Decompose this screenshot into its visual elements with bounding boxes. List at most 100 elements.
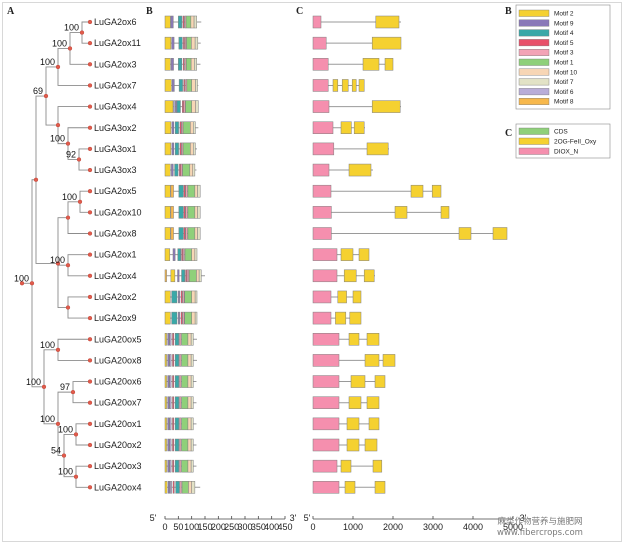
- motif-box: [179, 121, 182, 134]
- axis-b-tick-label: 50: [173, 522, 183, 532]
- domain-box: [384, 58, 394, 71]
- motif-box: [197, 184, 201, 198]
- motif-box: [178, 184, 184, 198]
- motif-box: [185, 100, 192, 113]
- gene-name-label: LuGA20ox5: [94, 334, 142, 344]
- motif-box: [182, 290, 185, 304]
- motif-box: [189, 163, 193, 177]
- tree-node-marker: [65, 215, 71, 220]
- motif-box: [179, 481, 182, 494]
- motif-box: [164, 354, 167, 367]
- tree-node-marker: [55, 64, 61, 70]
- axis-b-end-label: 3': [290, 513, 297, 523]
- motif-box: [169, 417, 172, 431]
- motif-box: [177, 269, 180, 283]
- motif-box: [197, 227, 201, 240]
- motif-box: [180, 163, 183, 177]
- motif-box: [179, 438, 182, 452]
- domain-box: [340, 459, 352, 473]
- motif-box: [178, 79, 183, 92]
- tree-branch: [72, 381, 90, 393]
- motif-box: [172, 375, 175, 388]
- tree-branch: [78, 148, 90, 160]
- bootstrap-value: 100: [50, 134, 65, 144]
- motif-box: [195, 100, 199, 113]
- axis-c-end-label: 3': [520, 513, 527, 523]
- motif-box: [164, 375, 167, 388]
- motif-box: [178, 206, 184, 219]
- axis-b-tick-label: 150: [197, 522, 212, 532]
- gene-name-label: LuGA20ox8: [94, 355, 142, 365]
- gene-name-label: LuGA2ox2: [94, 292, 137, 302]
- tree-branch: [67, 265, 90, 277]
- motif-box: [181, 269, 185, 283]
- gene-name-label: LuGA20ox2: [94, 440, 142, 450]
- domain-box: [332, 79, 339, 92]
- gene-name-label: LuGA2ox6: [94, 17, 137, 27]
- motif-box: [170, 184, 174, 198]
- tree-node-marker: [77, 199, 83, 204]
- tree-leaf-marker: [87, 62, 93, 67]
- tree-branch: [69, 32, 82, 49]
- tree-branch: [67, 201, 80, 218]
- tree-branch: [57, 338, 90, 350]
- domain-box: [340, 248, 354, 261]
- axis-b-tick-label: 350: [251, 522, 266, 532]
- tree-leaf-marker: [87, 316, 93, 321]
- motif-legend-label: Motif 8: [554, 99, 574, 106]
- motif-box: [183, 100, 186, 113]
- domain-box: [366, 333, 380, 346]
- tree-leaf-marker: [87, 167, 93, 173]
- motif-box: [178, 15, 183, 29]
- motif-box: [174, 354, 180, 367]
- tree-branch: [75, 423, 90, 435]
- domain-box: [312, 354, 340, 367]
- motif-box: [186, 36, 192, 50]
- tree-branch: [67, 143, 79, 160]
- tree-branch: [43, 349, 58, 387]
- motif-box: [182, 15, 185, 29]
- watermark-text: 麻类作物营养与施肥网: [497, 516, 582, 527]
- motif-box: [184, 58, 187, 71]
- domain-box: [312, 15, 322, 29]
- motif-legend-label: Motif 4: [554, 30, 574, 37]
- bootstrap-value: 54: [51, 446, 61, 456]
- domain-box: [312, 227, 332, 240]
- motif-box: [194, 36, 199, 50]
- domain-box: [312, 163, 330, 177]
- domain-box: [341, 79, 349, 92]
- motif-box: [179, 354, 182, 367]
- tree-branch: [57, 66, 90, 86]
- bootstrap-value: 100: [40, 414, 55, 424]
- tree-leaf-marker: [87, 189, 93, 194]
- motif-legend-swatch: [518, 58, 550, 66]
- tree-branch: [78, 159, 90, 171]
- bootstrap-value: 100: [64, 23, 79, 33]
- motif-box: [184, 15, 187, 29]
- motif-legend-swatch: [518, 97, 550, 105]
- gene-name-label: LuGA20ox6: [94, 377, 142, 387]
- motif-box: [164, 333, 167, 346]
- domain-box: [382, 354, 396, 367]
- motif-box: [186, 58, 192, 71]
- motif-box: [182, 248, 185, 261]
- motif-box: [167, 438, 170, 452]
- domain-legend-swatch: [518, 127, 550, 135]
- tree-branch: [72, 392, 90, 404]
- tree-branch: [81, 32, 90, 44]
- motif-box: [171, 163, 174, 177]
- tree-branch: [57, 349, 90, 361]
- domain-box: [312, 142, 335, 156]
- watermark-text: www.fibercrops.com: [497, 528, 583, 538]
- axis-b-start-label: 5': [150, 513, 157, 523]
- domain-box: [368, 417, 380, 431]
- domain-box: [371, 36, 402, 50]
- motif-box: [188, 481, 192, 494]
- axis-c-tick-label: 2000: [383, 522, 403, 532]
- motif-box: [167, 333, 170, 346]
- motif-box: [187, 206, 196, 219]
- motif-box: [191, 100, 196, 113]
- domain-box: [312, 375, 340, 388]
- gene-name-label: LuGA2ox7: [94, 80, 137, 90]
- tree-leaf-marker: [87, 19, 93, 25]
